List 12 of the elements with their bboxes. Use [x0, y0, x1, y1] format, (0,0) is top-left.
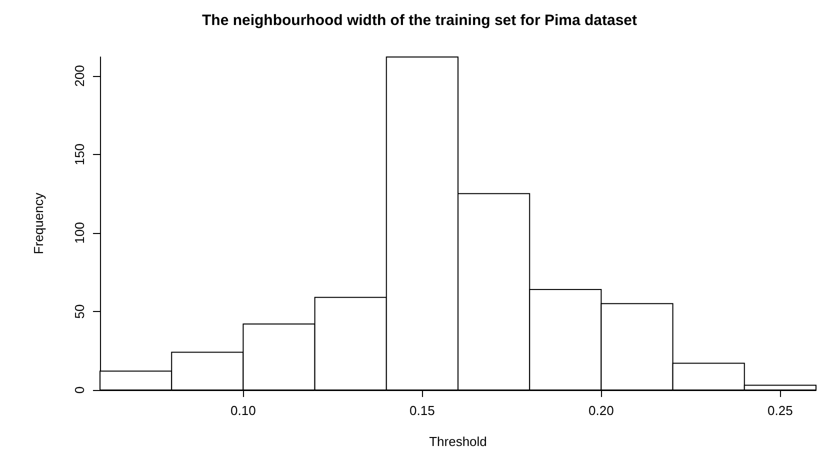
y-tick-label: 150	[72, 144, 87, 166]
x-tick-label: 0.20	[588, 403, 614, 418]
y-axis-title: Frequency	[31, 192, 46, 254]
x-tick-label: 0.25	[768, 403, 793, 418]
y-tick-label: 100	[72, 222, 87, 244]
x-axis-title: Threshold	[429, 434, 487, 449]
y-tick-label: 200	[72, 65, 87, 87]
x-tick-label: 0.15	[410, 403, 435, 418]
y-tick-label: 50	[72, 304, 87, 319]
chart-title: The neighbourhood width of the training set for Pima dataset	[202, 12, 638, 29]
y-tick-label: 0	[72, 386, 87, 394]
x-tick-label: 0.10	[230, 403, 256, 418]
